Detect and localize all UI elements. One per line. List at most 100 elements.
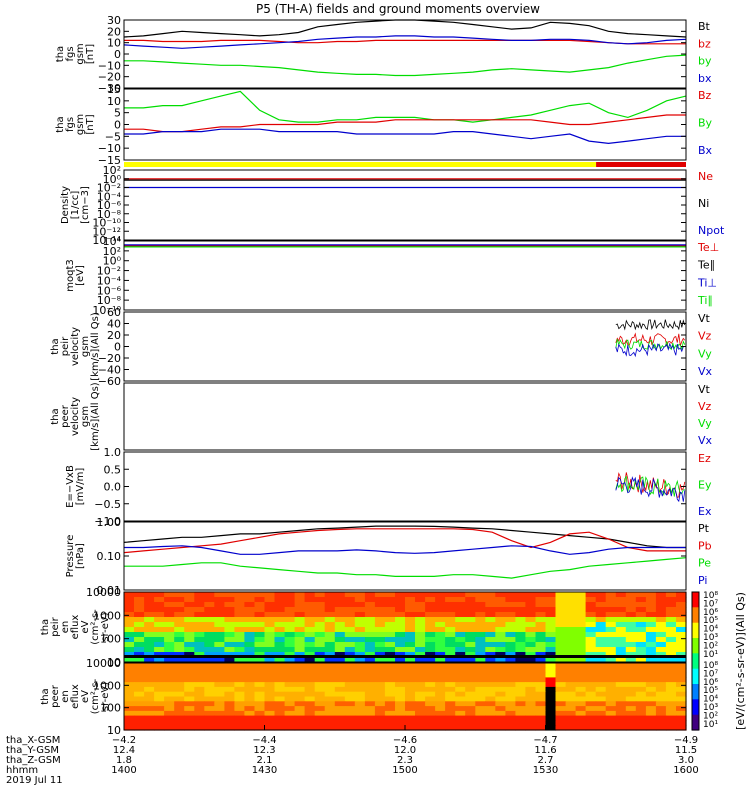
y-tick-label: 10⁻⁶: [97, 284, 122, 297]
legend-entry: Vz: [698, 330, 712, 343]
spectrogram-cell: [284, 632, 296, 638]
spectrogram-cell: [505, 657, 516, 663]
spectrogram-cell: [565, 701, 577, 707]
spectrogram-cell: [224, 725, 235, 731]
spectrogram-cell: [314, 710, 326, 717]
colorbar-tick: 10⁶: [703, 678, 718, 688]
spectrogram-cell: [164, 657, 175, 663]
spectrogram-cell: [676, 652, 687, 658]
spectrogram-cell: [374, 720, 386, 726]
y-axis-label: tha: [40, 688, 51, 704]
spectrogram-cell: [334, 652, 346, 658]
spectrogram-cell: [314, 602, 326, 608]
spectrogram-cell: [364, 720, 376, 726]
spectrogram-cell: [635, 602, 647, 608]
y-tick-label: −10: [98, 59, 121, 72]
spectrogram-cell: [304, 652, 316, 658]
spectrogram-cell: [676, 715, 687, 721]
spectrogram-cell: [224, 612, 235, 618]
spectrogram-cell: [304, 701, 316, 707]
spectrogram-cell: [655, 677, 667, 683]
spectrogram-cell: [645, 602, 657, 608]
spectrogram-cell: [364, 682, 376, 688]
spectrogram-cell: [344, 632, 356, 638]
spectrogram-cell: [475, 622, 486, 628]
spectrogram-cell: [284, 686, 296, 693]
spectrogram-cell: [194, 706, 205, 712]
spectrogram-cell: [515, 622, 526, 628]
spectrogram-cell: [264, 597, 276, 603]
spectrogram-cell: [244, 627, 255, 633]
spectrogram-cell: [676, 682, 687, 688]
spectrogram-cell: [134, 686, 145, 693]
spectrogram-cell: [465, 672, 476, 678]
spectrogram-cell: [445, 622, 456, 628]
spectrogram-cell: [134, 696, 145, 702]
spectrogram-cell: [194, 602, 205, 608]
spectrogram-cell: [655, 647, 667, 653]
spectrogram-cell: [334, 627, 346, 633]
spectrogram-cell: [665, 672, 677, 678]
y-tick-label: 30: [107, 14, 121, 27]
spectrogram-cell: [294, 667, 306, 674]
spectrogram-cell: [354, 720, 366, 726]
spectrogram-cell: [274, 706, 286, 712]
spectrogram-cell: [605, 696, 617, 702]
y-axis-label: moqt3: [65, 259, 76, 292]
spectrogram-cell: [676, 617, 687, 623]
series-burst-green: [615, 338, 686, 351]
spectrogram-cell: [234, 715, 245, 721]
spectrogram-cell: [555, 617, 567, 623]
spectrogram-cell: [475, 686, 486, 693]
legend-entry: Npot: [698, 224, 725, 237]
spectrogram-cell: [344, 622, 356, 628]
spectrogram-cell: [635, 686, 647, 693]
spectrogram-cell: [655, 652, 667, 658]
spectrogram-cell: [214, 691, 225, 698]
spectrogram-cell: [134, 710, 145, 717]
spectrogram-cell: [635, 720, 647, 726]
spectrogram-cell: [435, 617, 446, 623]
spectrogram-cell: [545, 637, 557, 643]
spectrogram-cell: [445, 602, 456, 608]
spectrogram-cell: [655, 715, 667, 721]
series-line-blue: [123, 35, 687, 49]
spectrogram-cell: [615, 617, 627, 623]
spectrogram-cell: [274, 602, 286, 608]
spectrogram-cell: [314, 720, 326, 726]
spectrogram-cell: [124, 592, 135, 598]
spectrogram-cell: [364, 677, 376, 683]
spectrogram-cell: [234, 622, 245, 628]
legend-entry: Vx: [698, 434, 713, 447]
spectrogram-cell: [585, 682, 597, 688]
spectrogram-cell: [435, 686, 446, 693]
spectrogram-cell: [655, 642, 667, 648]
spectrogram-cell: [475, 691, 486, 698]
spectrogram-cell: [625, 642, 637, 648]
spectrogram-cell: [535, 686, 547, 693]
spectrogram-cell: [204, 710, 215, 717]
spectrogram-cell: [184, 602, 195, 608]
spectrogram-cell: [625, 632, 637, 638]
spectrogram-cell: [515, 667, 526, 674]
spectrogram-cell: [204, 627, 215, 633]
spectrogram-cell: [445, 696, 456, 702]
spectrogram-cell: [676, 657, 687, 663]
spectrogram-cell: [364, 657, 376, 663]
spectrogram-cell: [224, 607, 235, 613]
spectrogram-cell: [645, 686, 657, 693]
spectrogram-cell: [194, 696, 205, 702]
spectrogram-cell: [244, 607, 255, 613]
spectrogram-cell: [465, 592, 476, 598]
spectrogram-cell: [224, 602, 235, 608]
spectrogram-cell: [244, 686, 255, 693]
spectrogram-cell: [575, 642, 587, 648]
legend-entry: Ez: [698, 452, 711, 465]
spectrogram-cell: [274, 667, 286, 674]
spectrogram-cell: [174, 663, 185, 669]
panel-frame: [123, 451, 687, 522]
spectrogram-cell: [184, 725, 195, 731]
x-tick-label: 12.3: [253, 745, 275, 756]
spectrogram-cell: [294, 686, 306, 693]
